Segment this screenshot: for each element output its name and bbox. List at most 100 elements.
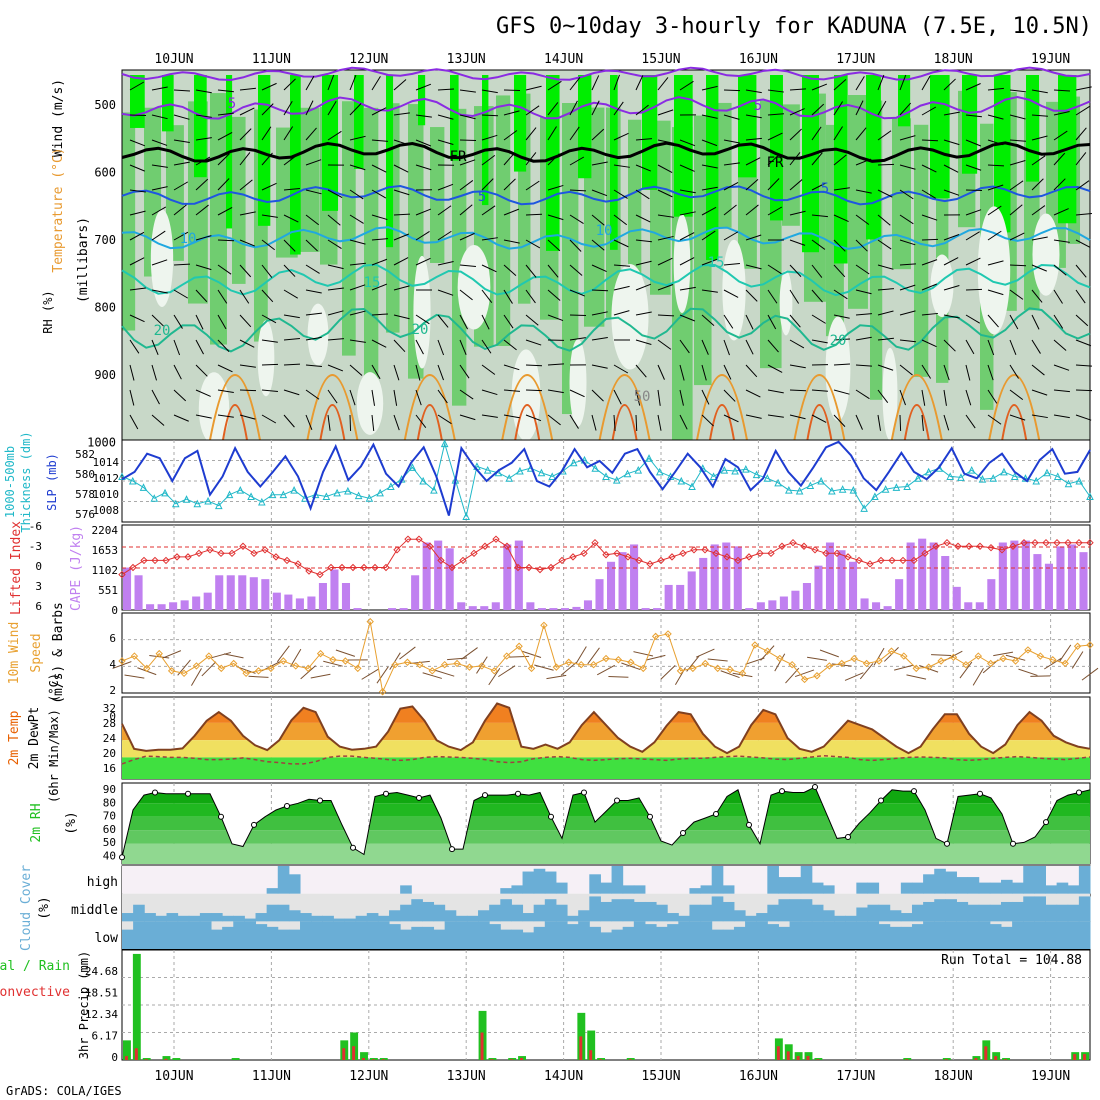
- cloud-bar: [555, 921, 568, 949]
- wind10-panel-frame: [121, 612, 1091, 694]
- wind-barb: [459, 289, 473, 301]
- cloud-bar: [1000, 926, 1013, 949]
- wind-barb: [371, 189, 387, 199]
- wind10-barb: [1059, 644, 1072, 662]
- wind10-point: [1036, 652, 1045, 660]
- cloud-bar: [1078, 866, 1091, 894]
- wind-barb: [283, 214, 299, 223]
- cloud-bar: [589, 874, 601, 894]
- wind-barb: [437, 339, 445, 356]
- cape-bar: [272, 592, 281, 610]
- wind-barb: [327, 338, 344, 341]
- li-point: [943, 539, 951, 547]
- wind-barb: [855, 313, 872, 316]
- top-day-label: 16JUN: [739, 52, 778, 67]
- cape-bar: [341, 583, 351, 610]
- wind-barb: [525, 414, 542, 422]
- cloud-bar: [845, 921, 857, 949]
- wind10-point: [180, 669, 188, 678]
- wind-barb: [547, 102, 559, 116]
- li-point: [503, 542, 511, 550]
- cloud-bar: [834, 921, 846, 949]
- wind-barb: [679, 389, 684, 406]
- thickness-point: [892, 483, 901, 491]
- wind-barb: [745, 364, 758, 378]
- wind-barb: [371, 313, 388, 316]
- wind-barb: [877, 414, 882, 431]
- wind-barb: [261, 214, 278, 218]
- wind-barb: [569, 126, 580, 141]
- wind-barb: [371, 258, 388, 266]
- wind-barb: [547, 214, 564, 221]
- wind-barb: [745, 234, 762, 241]
- wind-barb: [679, 80, 694, 91]
- wind-barb: [921, 214, 938, 221]
- li-point: [360, 563, 368, 572]
- wind-barb: [371, 414, 375, 431]
- li-point: [206, 546, 214, 554]
- bottom-day-label: 14JUN: [544, 1069, 583, 1084]
- cloud-bar: [800, 899, 813, 922]
- wind-barb: [239, 289, 250, 304]
- cape-bar: [998, 542, 1007, 610]
- cloud-bar: [900, 926, 913, 949]
- wind-barb: [283, 314, 300, 319]
- wind-barb: [1009, 339, 1017, 356]
- wind-barb: [525, 105, 540, 116]
- thickness-tick: 578: [75, 488, 95, 501]
- wind-barb: [239, 152, 251, 166]
- thickness-point: [139, 483, 148, 491]
- wind-barb: [547, 289, 561, 301]
- cloud-bar: [1056, 882, 1069, 894]
- pressure-tick: 1000: [87, 436, 116, 450]
- cloud-bar: [945, 921, 957, 949]
- wind10-barb: [633, 651, 654, 657]
- wind-barb: [1075, 180, 1090, 191]
- wind10-point: [167, 667, 176, 675]
- precip-conv-bar: [786, 1051, 790, 1060]
- bottom-day-label: 17JUN: [836, 1069, 875, 1084]
- cape-bar: [1021, 540, 1030, 610]
- cloud-bar: [911, 904, 924, 922]
- precip-units-label: 3hr Precip (mm): [77, 951, 91, 1059]
- wind-barb: [283, 389, 300, 396]
- wind-barb: [481, 89, 498, 94]
- thickness-point: [333, 488, 341, 497]
- rh-saturated-band: [610, 75, 618, 250]
- wind-barb: [129, 114, 147, 117]
- thickness-point: [795, 486, 804, 495]
- li-point: [1042, 539, 1050, 547]
- li-point: [448, 563, 456, 572]
- wind-barb: [943, 285, 960, 291]
- cloud-bar: [911, 924, 924, 949]
- wind-barb: [833, 338, 850, 341]
- wind-barb: [349, 262, 366, 266]
- cloud-bar: [188, 921, 201, 949]
- rh-point: [581, 789, 587, 796]
- rh-point: [119, 854, 125, 861]
- cape-bar: [180, 600, 189, 610]
- li-point: [646, 560, 654, 568]
- wind-barb: [195, 178, 209, 191]
- cloud-bar: [722, 885, 735, 894]
- top-day-label: 13JUN: [447, 52, 486, 67]
- cloud-bar: [533, 926, 546, 949]
- li-point: [294, 560, 302, 568]
- wind-barb: [899, 102, 912, 116]
- cloud-bar: [800, 921, 813, 949]
- rh-saturated-band: [386, 75, 394, 248]
- li-point: [327, 563, 335, 572]
- wind-barb: [349, 164, 366, 171]
- wind10-point: [763, 647, 772, 655]
- wind10-point: [440, 660, 449, 669]
- cloud-bar: [822, 921, 835, 949]
- wind-barb: [569, 389, 585, 398]
- wind-barb: [173, 204, 187, 216]
- wind-barb: [591, 189, 608, 197]
- li-point: [1031, 539, 1039, 547]
- cloud-bar: [633, 901, 646, 922]
- wind10-point: [453, 659, 461, 668]
- cloud-bar: [411, 926, 423, 949]
- wind-barb: [921, 164, 937, 173]
- cape-bar: [468, 606, 477, 610]
